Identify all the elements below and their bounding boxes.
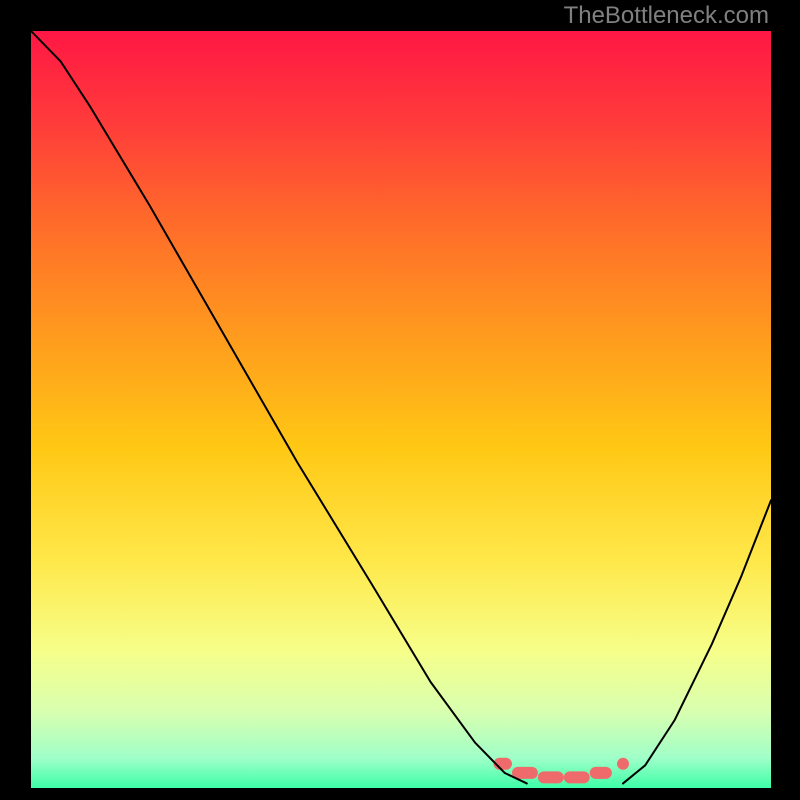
valley-segment [512, 767, 538, 779]
bottleneck-curve [31, 31, 771, 783]
valley-segment [590, 767, 612, 779]
valley-segment [538, 771, 564, 783]
valley-endpoint-dot [617, 758, 629, 770]
curve-layer [31, 31, 771, 788]
plot-area [31, 31, 771, 788]
chart-stage: TheBottleneck.com [0, 0, 800, 800]
watermark-text: TheBottleneck.com [564, 2, 769, 30]
valley-band [494, 758, 630, 784]
valley-segment [564, 771, 590, 783]
